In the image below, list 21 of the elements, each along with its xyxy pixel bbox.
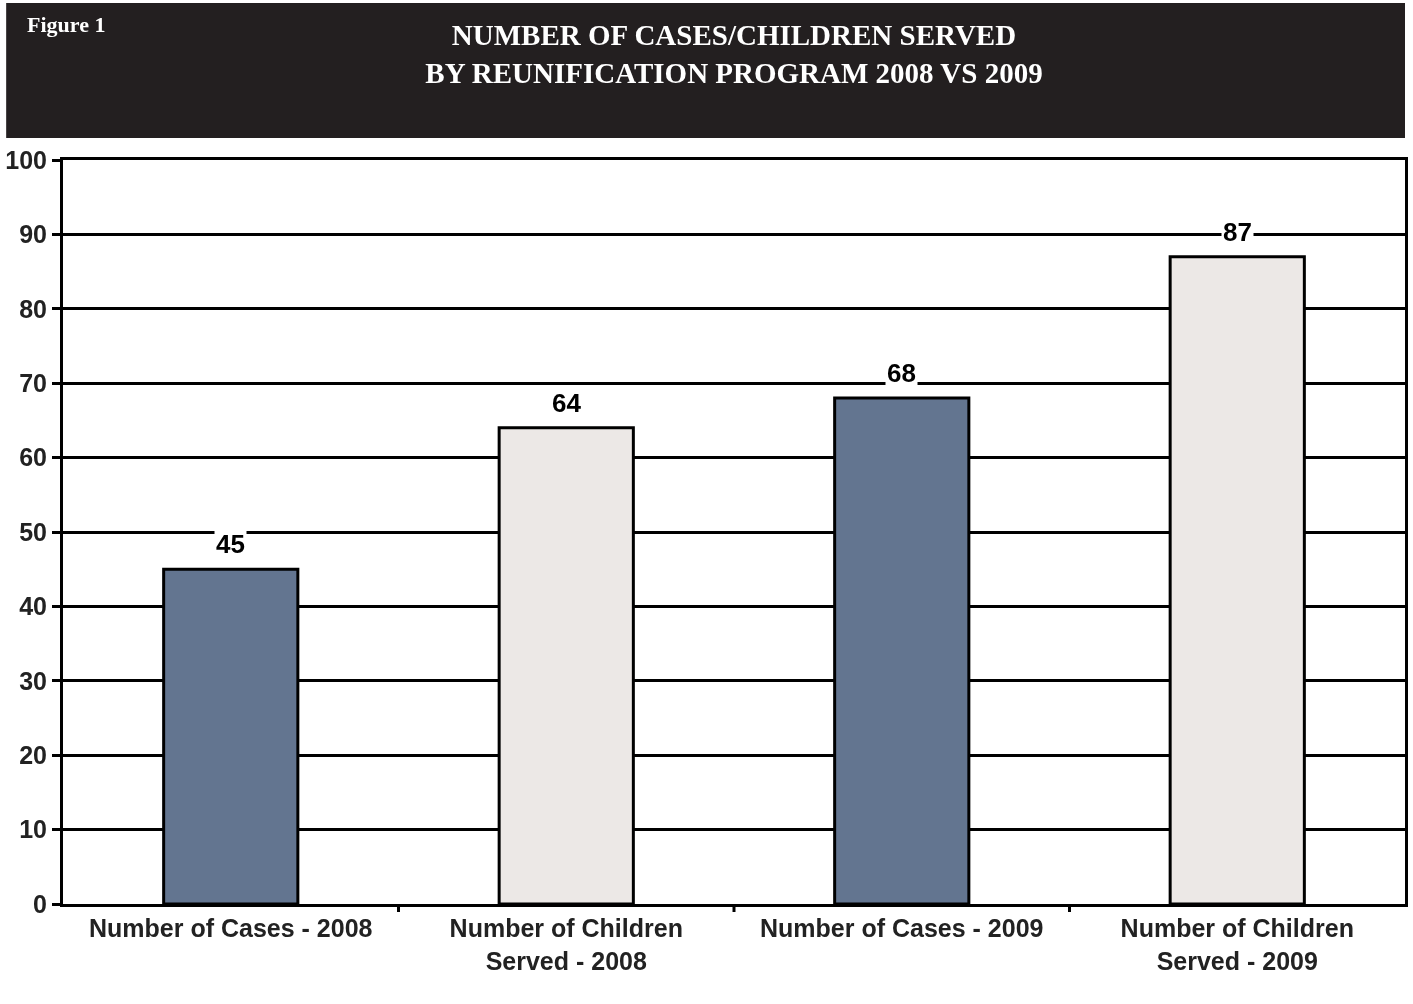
y-tick-label: 100 — [5, 145, 47, 174]
y-tick-label: 30 — [19, 666, 47, 695]
y-tick-label: 10 — [19, 815, 47, 844]
x-tick-label: Number of Cases - 2009 — [760, 914, 1044, 942]
y-tick-label: 40 — [19, 592, 47, 621]
y-tick-label: 60 — [19, 443, 47, 472]
data-label: 68 — [887, 358, 916, 388]
y-tick-label: 20 — [19, 740, 47, 769]
y-tick-label: 50 — [19, 517, 47, 546]
data-label: 87 — [1223, 217, 1252, 247]
y-tick-label: 90 — [19, 220, 47, 249]
caption: Figure 1 — [27, 12, 106, 37]
data-label: 64 — [552, 388, 582, 418]
x-tick-label: Number of Children Served - 2009 — [1120, 914, 1354, 975]
y-tick-label: 80 — [19, 294, 47, 323]
y-tick-label: 70 — [19, 368, 47, 397]
y-tick-label: 0 — [33, 889, 47, 918]
x-tick-label: Number of Children Served - 2008 — [449, 914, 683, 975]
x-tick-label: Number of Cases - 2008 — [89, 914, 373, 942]
data-label: 45 — [216, 529, 245, 559]
chart-title: NUMBER OF CASES/CHILDREN SERVED BY REUNIFICATION PROGRAM 2008 VS 2009 — [425, 19, 1043, 89]
